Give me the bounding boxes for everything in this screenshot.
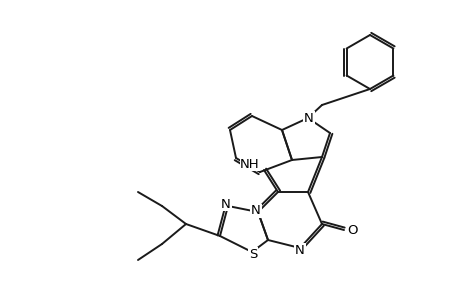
Text: N: N: [221, 197, 230, 211]
Text: S: S: [248, 248, 257, 260]
Text: O: O: [347, 224, 358, 236]
Text: N: N: [303, 112, 313, 124]
Text: N: N: [295, 244, 304, 256]
Text: NH: NH: [240, 158, 259, 170]
Text: N: N: [251, 205, 260, 218]
